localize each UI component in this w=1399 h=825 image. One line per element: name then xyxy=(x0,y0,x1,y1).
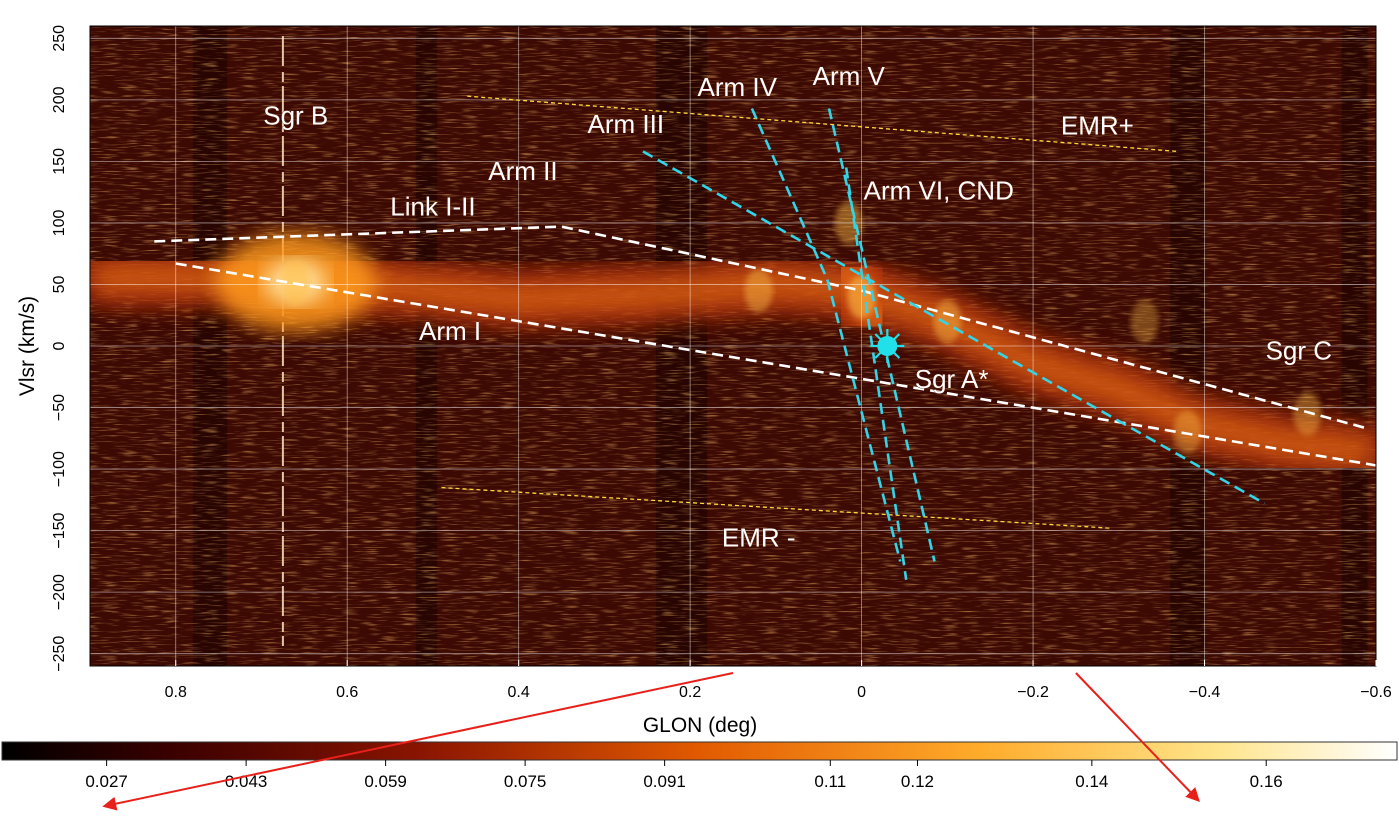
annotation-label: Arm IV xyxy=(698,72,778,102)
plot-frame xyxy=(89,25,1377,667)
annotation-label: Sgr B xyxy=(263,100,328,130)
marker-ray xyxy=(892,351,901,359)
bright-blob xyxy=(1173,410,1202,455)
y-tick-label: 150 xyxy=(51,148,68,175)
bright-blob xyxy=(933,299,962,344)
x-tick-label: −0.4 xyxy=(1189,684,1221,701)
arm-line xyxy=(154,225,1368,430)
y-tick-label: 0 xyxy=(51,341,68,350)
x-axis-label: GLON (deg) xyxy=(643,714,757,737)
colorbar-tick-label: 0.059 xyxy=(364,772,407,791)
marker-ray xyxy=(874,333,882,341)
annotation-label: Arm I xyxy=(419,316,481,346)
y-tick-label: −50 xyxy=(51,394,68,421)
annotation-label: Arm V xyxy=(813,61,886,91)
zoom-arrows xyxy=(102,672,1200,811)
x-tick-label: 0.2 xyxy=(679,684,701,701)
y-tick-label: −250 xyxy=(51,636,68,672)
y-tick-label: −150 xyxy=(51,512,68,548)
y-tick-label: 50 xyxy=(51,275,68,293)
annotation-label: Sgr C xyxy=(1266,336,1332,366)
arm-line xyxy=(642,150,1266,505)
colorbar-tick-label: 0.043 xyxy=(225,772,268,791)
arm-line xyxy=(827,108,936,562)
arm-line xyxy=(750,107,902,562)
colorbar-tick-label: 0.11 xyxy=(814,772,846,791)
annotation-label: Link I-II xyxy=(390,192,475,222)
annotation-label: Arm VI, CND xyxy=(864,176,1014,206)
sgr-a-marker-group xyxy=(870,329,905,363)
colorbar-tick-label: 0.14 xyxy=(1075,772,1108,791)
zoom-arrow xyxy=(102,672,734,811)
x-tick-label: −0.2 xyxy=(1017,684,1049,701)
x-tick-label: 0 xyxy=(857,684,866,701)
y-tick-label: −100 xyxy=(51,451,68,487)
arm-lines xyxy=(154,107,1376,580)
colorbar-tick-label: 0.091 xyxy=(643,772,686,791)
annotation-label: Arm II xyxy=(488,156,557,186)
y-tick-label: 200 xyxy=(51,86,68,113)
bright-blob xyxy=(744,268,773,313)
grid xyxy=(90,26,1376,666)
axis-ticks: 0.8 0.6 0.4 0.2 0 −0.2 −0.4 −0.6 250 200 150 100 50 0… xyxy=(51,25,1392,701)
arm-line xyxy=(844,167,908,580)
colorbar-tick-label: 0.027 xyxy=(85,772,128,791)
bright-blob xyxy=(281,260,310,304)
sgr-a-marker xyxy=(877,336,898,356)
y-tick-label: 250 xyxy=(51,25,68,52)
colorbar-tick-label: 0.16 xyxy=(1250,772,1283,791)
annotation-label: EMR - xyxy=(722,523,796,553)
zoom-arrow xyxy=(1075,672,1200,803)
annotation-label: Arm III xyxy=(588,109,665,139)
y-tick-label: 100 xyxy=(51,209,68,236)
colorbar-tick-label: 0.12 xyxy=(901,772,934,791)
x-tick-label: −0.6 xyxy=(1360,684,1392,701)
marker-ray xyxy=(892,333,901,341)
annotation-label: EMR+ xyxy=(1061,110,1134,140)
y-axis-label: Vlsr (km/s) xyxy=(16,296,39,396)
x-tick-label: 0.6 xyxy=(336,684,358,701)
bright-blob xyxy=(1130,299,1159,344)
colorbar-tick-label: 0.075 xyxy=(504,772,547,791)
marker-ray xyxy=(874,351,882,359)
colorbar xyxy=(1,741,1398,761)
x-tick-label: 0.4 xyxy=(508,684,530,701)
annotations: Sgr B Arm IV Arm V Arm III EMR+ Arm II Link I-… xyxy=(263,61,1332,553)
bright-blob xyxy=(1293,391,1322,436)
annotation-label: Sgr A* xyxy=(915,364,989,394)
y-tick-label: −200 xyxy=(51,574,68,610)
x-tick-label: 0.8 xyxy=(165,684,187,701)
colorbar-ticks: 0.027 0.043 0.059 0.075 0.091 0.11 0.12 0.14 0.1… xyxy=(85,760,1283,791)
